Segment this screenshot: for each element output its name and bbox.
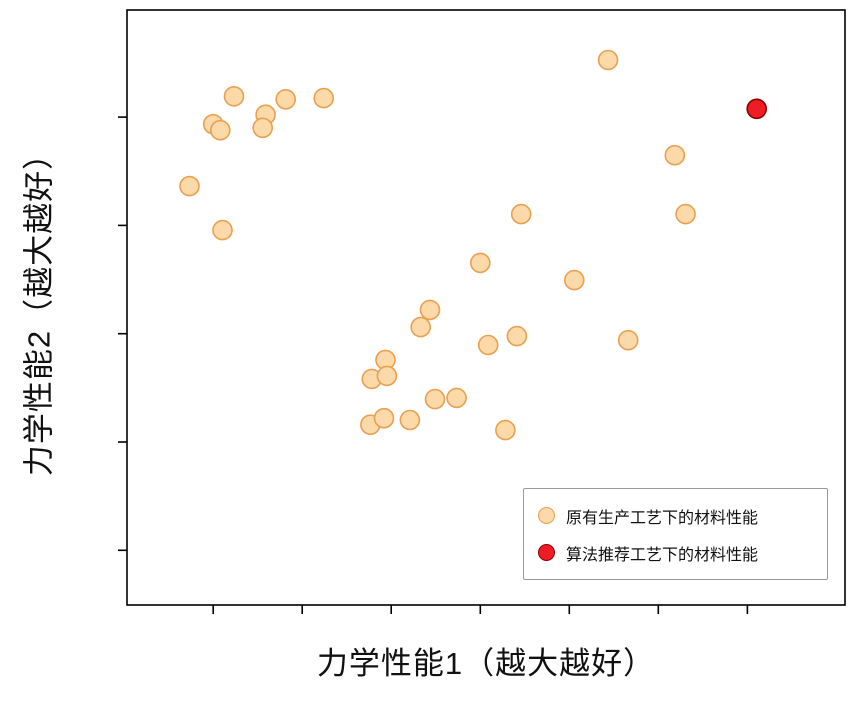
x-axis-label: 力学性能1（越大越好） bbox=[316, 646, 656, 681]
legend-item-recommended: 算法推荐工艺下的材料性能 bbox=[538, 541, 813, 565]
plot-frame bbox=[126, 9, 846, 606]
data-point-original bbox=[506, 325, 528, 347]
data-point-original bbox=[179, 175, 200, 197]
data-point-original bbox=[275, 89, 297, 110]
data-point-original bbox=[252, 117, 274, 139]
data-point-original bbox=[469, 252, 491, 274]
legend-label-recommended: 算法推荐工艺下的材料性能 bbox=[566, 546, 759, 564]
data-point-original bbox=[563, 269, 585, 291]
data-point-original bbox=[399, 409, 421, 431]
data-point-original bbox=[313, 87, 335, 109]
data-point-original bbox=[477, 334, 499, 356]
data-point-original bbox=[376, 365, 398, 387]
data-point-original bbox=[223, 86, 245, 107]
data-point-original bbox=[410, 316, 432, 338]
data-point-original bbox=[212, 219, 233, 241]
data-point-original bbox=[597, 49, 619, 71]
data-point-original bbox=[373, 407, 395, 429]
legend-marker-recommended-icon bbox=[538, 544, 555, 561]
legend-marker-original-icon bbox=[538, 507, 555, 524]
data-point-original bbox=[510, 203, 532, 225]
y-axis-label: 力学性能2（越大越好） bbox=[21, 137, 57, 477]
data-point-original bbox=[210, 119, 231, 141]
data-point-recommended bbox=[746, 98, 768, 120]
legend-item-original: 原有生产工艺下的材料性能 bbox=[538, 504, 813, 528]
data-point-original bbox=[446, 387, 467, 409]
legend-label-original: 原有生产工艺下的材料性能 bbox=[566, 509, 759, 527]
legend: 原有生产工艺下的材料性能 算法推荐工艺下的材料性能 bbox=[523, 488, 828, 580]
data-point-original bbox=[424, 388, 446, 410]
data-point-original bbox=[664, 144, 686, 166]
data-point-original bbox=[617, 329, 639, 351]
data-point-original bbox=[419, 299, 441, 321]
data-point-original bbox=[495, 419, 516, 441]
data-point-original bbox=[675, 203, 696, 225]
